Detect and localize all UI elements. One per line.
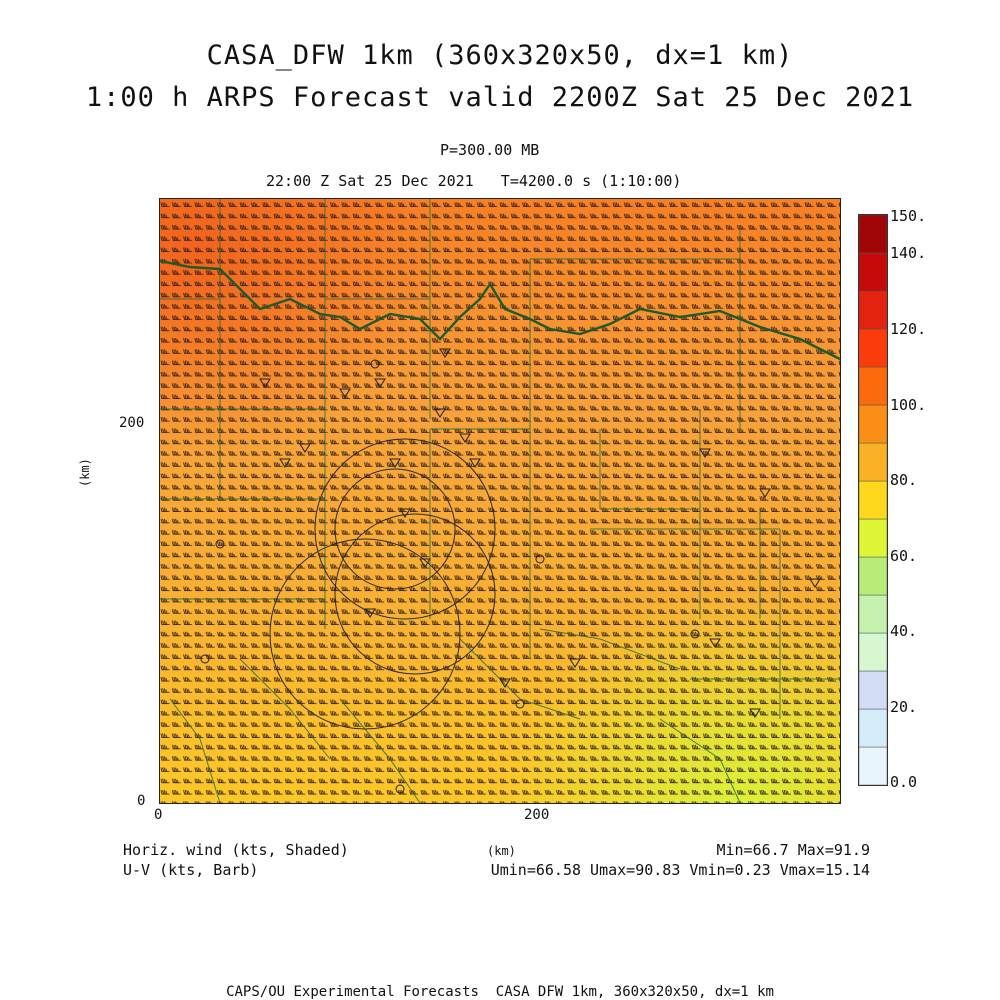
uv-stats: Umin=66.58 Umax=90.83 Vmin=0.23 Vmax=15.…	[490, 861, 870, 879]
colorbar-swatch	[859, 670, 887, 710]
x-tick-200: 200	[524, 807, 550, 823]
colorbar-label-100: 100.	[890, 396, 927, 414]
colorbar-swatch	[859, 518, 887, 558]
y-tick-200: 200	[119, 415, 145, 431]
colorbar-label-20: 20.	[890, 698, 918, 716]
shaded-variable-label: Horiz. wind (kts, Shaded)	[123, 841, 349, 859]
colorbar-swatch	[859, 290, 887, 330]
colorbar-label-140: 140.	[890, 244, 927, 262]
barb-variable-label: U-V (kts, Barb)	[123, 861, 259, 879]
pressure-level: P=300.00 MB	[440, 141, 540, 159]
colorbar-label-40: 40.	[890, 622, 918, 640]
min-max-stats: Min=66.7 Max=91.9	[716, 841, 870, 859]
x-tick-0: 0	[154, 807, 163, 823]
y-tick-0: 0	[137, 793, 146, 809]
colorbar-label-0: 0.0	[890, 773, 918, 791]
colorbar-label-60: 60.	[890, 547, 918, 565]
colorbar-swatch	[859, 708, 887, 748]
colorbar-swatch	[859, 252, 887, 292]
colorbar	[858, 214, 888, 786]
title-line-1: CASA_DFW 1km (360x320x50, dx=1 km)	[206, 40, 794, 71]
x-axis-label: (km)	[487, 844, 516, 858]
colorbar-label-150: 150.	[890, 207, 927, 225]
colorbar-swatch	[859, 632, 887, 672]
colorbar-swatch	[859, 594, 887, 634]
footer-credit: CAPS/OU Experimental Forecasts CASA DFW …	[226, 984, 774, 1000]
valid-time: 22:00 Z Sat 25 Dec 2021 T=4200.0 s (1:10…	[266, 172, 682, 190]
colorbar-swatch	[859, 746, 887, 785]
radar-range-rings	[269, 438, 496, 730]
wind-map	[159, 198, 841, 804]
colorbar-swatch	[859, 556, 887, 596]
colorbar-swatch	[859, 442, 887, 482]
title-line-2: 1:00 h ARPS Forecast valid 2200Z Sat 25 …	[85, 82, 915, 113]
county-boundaries	[160, 199, 840, 803]
wind-barbs	[160, 199, 840, 803]
colorbar-swatch	[859, 328, 887, 368]
y-axis-label: (km)	[78, 458, 92, 487]
colorbar-swatch	[859, 404, 887, 444]
colorbar-label-80: 80.	[890, 471, 918, 489]
station-markers	[200, 348, 821, 794]
colorbar-swatch	[859, 480, 887, 520]
red-river-line	[160, 259, 840, 361]
colorbar-label-120: 120.	[890, 320, 927, 338]
colorbar-swatch	[859, 215, 887, 254]
colorbar-swatch	[859, 366, 887, 406]
